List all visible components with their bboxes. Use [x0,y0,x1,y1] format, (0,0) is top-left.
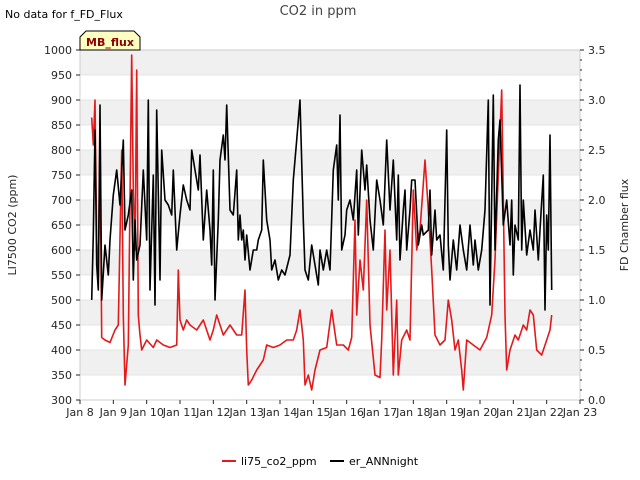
y2-tick-label: 3.5 [588,44,606,57]
y-tick-label: 850 [51,119,72,132]
y-axis-label: LI7500 CO2 (ppm) [6,175,19,276]
y-tick-label: 1000 [44,44,72,57]
x-tick-label: Jan 23 [562,406,597,419]
y-tick-label: 950 [51,69,72,82]
x-tick-label: Jan 17 [362,406,397,419]
y-tick-label: 700 [51,194,72,207]
legend: li75_co2_ppm er_ANNnight [222,455,419,468]
x-tick-label: Jan 12 [195,406,230,419]
y2-tick-label: 1.5 [588,244,606,257]
y-tick-label: 900 [51,94,72,107]
y2-tick-label: 0.5 [588,344,606,357]
x-tick-label: Jan 20 [462,406,497,419]
y-tick-label: 800 [51,144,72,157]
x-tick-label: Jan 11 [162,406,197,419]
y-tick-label: 600 [51,244,72,257]
x-tick-label: Jan 22 [528,406,563,419]
y2-tick-label: 2.5 [588,144,606,157]
y-tick-label: 500 [51,294,72,307]
band-9 [80,150,580,175]
badge-label: MB_flux [86,36,134,49]
legend-label-er: er_ANNnight [349,455,419,468]
y-tick-label: 750 [51,169,72,182]
series-layer [90,54,553,391]
y-tick-label: 400 [51,344,72,357]
y-tick-label: 300 [51,394,72,407]
y-tick-label: 550 [51,269,72,282]
x-tick-label: Jan 19 [428,406,463,419]
y-tick-label: 450 [51,319,72,332]
y2-tick-label: 0.0 [588,394,606,407]
x-tick-label: Jan 13 [228,406,263,419]
band-1 [80,350,580,375]
y2-tick-label: 2.0 [588,194,606,207]
mb-flux-badge: MB_flux [79,30,141,51]
x-tick-label: Jan 8 [65,406,93,419]
x-tick-label: Jan 16 [328,406,363,419]
y2-axis-label: FD Chamber flux [618,178,631,271]
band-11 [80,100,580,125]
x-tick-label: Jan 14 [262,406,297,419]
x-tick-label: Jan 21 [495,406,530,419]
y-axis: 300 350 400 450 500 550 600 650 700 750 800 850 900 9… [44,44,80,407]
x-tick-label: Jan 9 [99,406,127,419]
y2-axis: 0.0 0.5 1.0 1.5 2.0 2.5 3.0 3.5 [580,44,606,407]
y2-tick-label: 1.0 [588,294,606,307]
x-tick-label: Jan 18 [395,406,430,419]
series-line-li75-co2-ppm [90,54,553,391]
x-tick-label: Jan 15 [295,406,330,419]
x-tick-label: Jan 10 [128,406,163,419]
series-line-er-annnight [90,84,553,311]
chart-title: CO2 in ppm [280,4,357,19]
no-data-note: No data for f_FD_Flux [5,8,123,21]
y-tick-label: 650 [51,219,72,232]
legend-label-li75: li75_co2_ppm [241,455,317,468]
y-tick-label: 350 [51,369,72,382]
band-13 [80,50,580,75]
y2-tick-label: 3.0 [588,94,606,107]
